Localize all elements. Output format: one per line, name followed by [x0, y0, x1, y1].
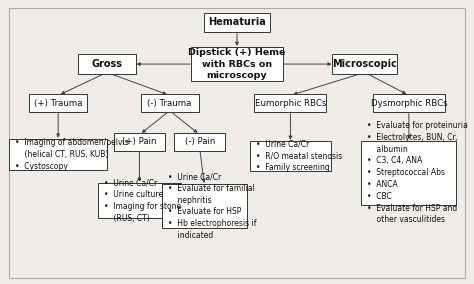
FancyBboxPatch shape — [332, 54, 397, 74]
Text: •  Urine Ca/Cr
•  Urine culture
•  Imaging for stone
    (RUS, CT): • Urine Ca/Cr • Urine culture • Imaging … — [104, 178, 181, 223]
Text: (-) Trauma: (-) Trauma — [147, 99, 192, 108]
FancyBboxPatch shape — [174, 133, 226, 151]
FancyBboxPatch shape — [255, 94, 327, 112]
Text: Hematuria: Hematuria — [208, 17, 266, 27]
FancyBboxPatch shape — [191, 47, 283, 81]
Text: (-) Pain: (-) Pain — [185, 137, 215, 147]
FancyBboxPatch shape — [78, 54, 136, 74]
Text: Microscopic: Microscopic — [332, 59, 397, 69]
FancyBboxPatch shape — [162, 184, 247, 227]
FancyBboxPatch shape — [373, 94, 445, 112]
Text: (+) Trauma: (+) Trauma — [34, 99, 82, 108]
Text: Dysmorphic RBCs: Dysmorphic RBCs — [371, 99, 447, 108]
FancyBboxPatch shape — [29, 94, 87, 112]
Text: Gross: Gross — [91, 59, 122, 69]
FancyBboxPatch shape — [250, 141, 331, 170]
FancyBboxPatch shape — [98, 183, 181, 218]
Text: •  Urine Ca/Cr
•  Evaluate for familial
    nephritis
•  Evaluate for HSP
•  Hb : • Urine Ca/Cr • Evaluate for familial ne… — [167, 172, 256, 240]
FancyBboxPatch shape — [114, 133, 165, 151]
Text: (+) Pain: (+) Pain — [122, 137, 157, 147]
Text: •  Urine Ca/Cr
•  R/O meatal stenosis
•  Family screening: • Urine Ca/Cr • R/O meatal stenosis • Fa… — [256, 140, 342, 172]
Text: •  Imaging of abdomen/pelvis
    (helical CT, RUS, KUB)
•  Cystoscopy: • Imaging of abdomen/pelvis (helical CT,… — [16, 138, 129, 171]
Text: •  Evaluate for proteinuria
•  Electrolytes, BUN, Cr,
    albumin
•  C3, C4, ANA: • Evaluate for proteinuria • Electrolyte… — [367, 121, 468, 224]
Text: Eumorphic RBCs: Eumorphic RBCs — [255, 99, 326, 108]
FancyBboxPatch shape — [204, 12, 270, 32]
FancyBboxPatch shape — [361, 141, 456, 204]
Text: Dipstick (+) Heme
with RBCs on
microscopy: Dipstick (+) Heme with RBCs on microscop… — [188, 48, 286, 80]
FancyBboxPatch shape — [9, 139, 107, 170]
FancyBboxPatch shape — [141, 94, 199, 112]
